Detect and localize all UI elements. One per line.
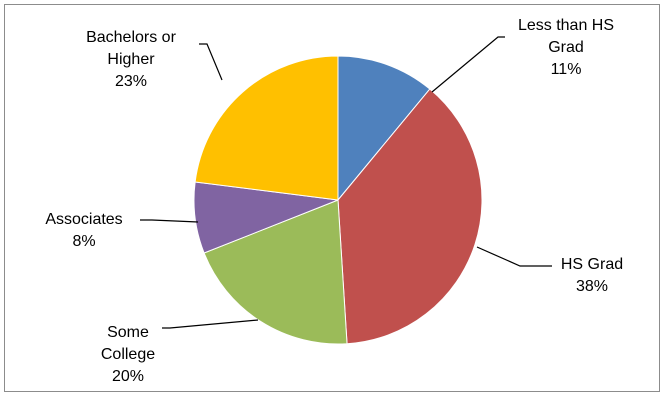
slice-some-college [203, 199, 348, 345]
data-label-some-college: Some College 20% [101, 324, 155, 385]
leader-line-some-college [162, 319, 259, 329]
data-labels: Less than HS Grad 11% HS Grad 38% Some College… [45, 17, 623, 385]
data-label-hs-grad: HS Grad 38% [561, 256, 623, 295]
leader-lines [140, 36, 552, 329]
leader-line-hs-grad [476, 246, 552, 267]
leader-line-bachelors-or-higher [199, 43, 223, 81]
slice-less-than-hs-grad [337, 55, 431, 202]
leader-line-less-than-hs-grad [431, 36, 505, 93]
data-label-associates: Associates 8% [45, 211, 122, 250]
slice-bachelors-or-higher [194, 55, 339, 201]
pie-slices [193, 55, 483, 345]
leader-line-associates [140, 219, 199, 223]
data-label-bachelors-or-higher: Bachelors or Higher 23% [86, 29, 176, 90]
chart-border [4, 4, 660, 392]
data-label-less-than-hs-grad: Less than HS Grad 11% [518, 17, 614, 78]
slice-hs-grad [337, 88, 483, 345]
